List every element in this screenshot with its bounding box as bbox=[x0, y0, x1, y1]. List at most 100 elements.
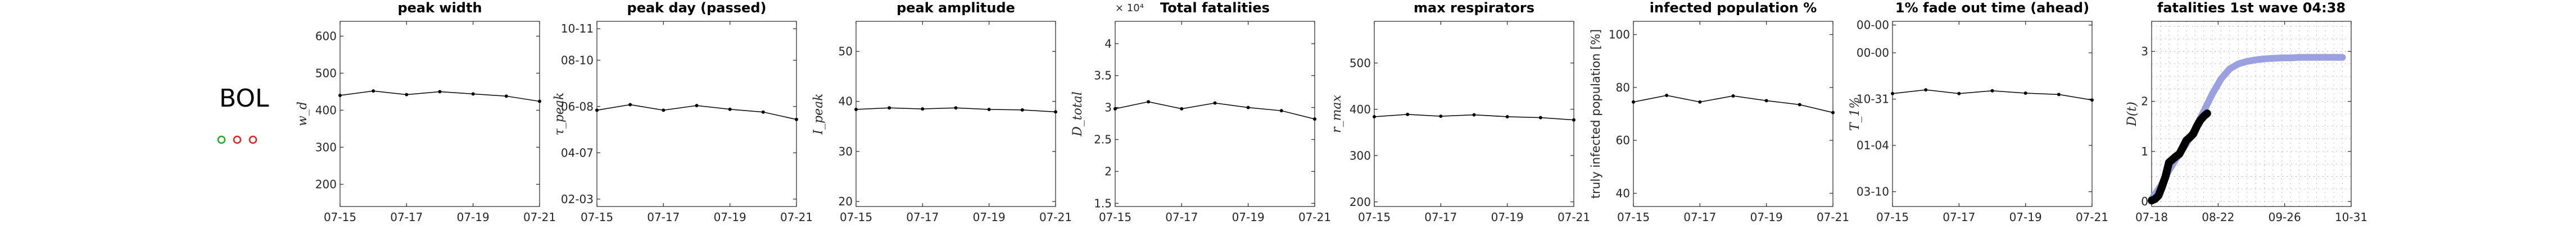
data-point bbox=[1213, 101, 1217, 105]
y-axis-label: truly infected population [%] bbox=[1589, 29, 1602, 199]
data-point bbox=[1505, 114, 1509, 118]
y-tick-label: 3 bbox=[1104, 101, 1112, 114]
chart-title: Total fatalities bbox=[1160, 0, 1270, 16]
y-tick-label: 00-00 bbox=[1857, 46, 1889, 59]
data-point bbox=[728, 107, 732, 111]
y-axis-label: I_peak bbox=[812, 93, 826, 135]
y-axis-label: T_1% bbox=[1848, 97, 1862, 131]
y-tick-label: 06-08 bbox=[561, 100, 594, 113]
y-tick-label: 04-07 bbox=[561, 146, 594, 159]
chart-panel: max respirators 200 300 400 500 07-15 07-17 07-… bbox=[1330, 0, 1590, 224]
data-point bbox=[1731, 94, 1735, 98]
chart-panel: peak width 200 300 400 500 600 07-15 07-17 07-19… bbox=[296, 0, 556, 224]
data-point bbox=[1054, 110, 1057, 114]
plot-frame bbox=[1115, 21, 1315, 207]
chart-title: peak day (passed) bbox=[627, 0, 767, 16]
data-point bbox=[1924, 88, 1928, 92]
data-point bbox=[1572, 118, 1576, 122]
data-point bbox=[1798, 103, 1801, 107]
x-tick-label: 07-19 bbox=[714, 210, 746, 224]
data-point bbox=[595, 108, 599, 112]
data-point bbox=[1313, 117, 1316, 121]
chart-panel: 1% fade out time (ahead) 03-10 01-04 10-31 0… bbox=[1848, 0, 2108, 224]
x-tick-label: 07-19 bbox=[457, 210, 490, 224]
y-axis-label: w_d bbox=[296, 102, 310, 126]
y-axis-label: τ_peak bbox=[553, 93, 567, 136]
y-tick-label: 50 bbox=[839, 45, 853, 58]
x-tick-label: 07-17 bbox=[906, 210, 939, 224]
y-axis-label: D(t) bbox=[2125, 102, 2139, 127]
plot-frame bbox=[1633, 21, 1833, 207]
x-tick-label: 07-15 bbox=[1099, 210, 1131, 224]
data-point bbox=[504, 94, 508, 98]
data-point bbox=[438, 90, 442, 94]
y-tick-label: 03-10 bbox=[1857, 185, 1889, 199]
x-tick-label: 07-21 bbox=[523, 210, 556, 224]
y-tick-label: 10-31 bbox=[1857, 93, 1889, 106]
chart-title: peak amplitude bbox=[897, 0, 1015, 16]
y-tick-label: 08-10 bbox=[561, 53, 594, 67]
chart-panel: fatalities 1st wave 04:38 0 1 2 3 07-18 08-22 0… bbox=[2125, 0, 2367, 224]
x-tick-label: 07-21 bbox=[1558, 210, 1590, 224]
y-exponent-label: × 10⁴ bbox=[1115, 2, 1144, 14]
data-point bbox=[1665, 94, 1669, 97]
y-tick-label: 01-04 bbox=[1857, 139, 1889, 152]
x-tick-label: 07-21 bbox=[1817, 210, 1849, 224]
observed-data-line bbox=[2148, 109, 2211, 205]
plot-frame bbox=[2151, 21, 2352, 207]
y-tick-label: 2 bbox=[2141, 95, 2148, 108]
status-dot bbox=[248, 135, 257, 144]
y-tick-label: 300 bbox=[315, 140, 337, 154]
data-point bbox=[921, 107, 925, 111]
x-tick-label: 10-31 bbox=[2335, 210, 2367, 224]
y-tick-label: 02-03 bbox=[561, 192, 594, 206]
series-line bbox=[1633, 95, 1833, 113]
data-point bbox=[1472, 113, 1476, 117]
y-tick-label: 80 bbox=[1616, 81, 1630, 94]
x-tick-label: 07-21 bbox=[1298, 210, 1331, 224]
x-tick-label: 07-15 bbox=[840, 210, 872, 224]
chart-title: fatalities 1st wave 04:38 bbox=[2157, 0, 2346, 16]
data-point bbox=[1246, 105, 1250, 109]
y-tick-label: 40 bbox=[1616, 186, 1630, 200]
x-tick-label: 07-17 bbox=[647, 210, 680, 224]
x-tick-label: 07-21 bbox=[780, 210, 813, 224]
y-tick-label: 400 bbox=[1350, 103, 1371, 116]
data-point bbox=[854, 107, 858, 111]
data-point bbox=[761, 110, 765, 114]
x-tick-label: 07-19 bbox=[2009, 210, 2042, 224]
data-point bbox=[1406, 112, 1410, 116]
data-point bbox=[1698, 100, 1702, 104]
y-tick-label: 30 bbox=[839, 145, 853, 158]
data-point bbox=[1147, 100, 1151, 104]
data-point bbox=[695, 104, 699, 108]
y-axis-label: r_max bbox=[1330, 94, 1344, 132]
y-tick-label: 40 bbox=[839, 95, 853, 108]
data-point bbox=[1180, 107, 1184, 111]
plot-frame bbox=[596, 21, 797, 207]
data-point bbox=[372, 89, 375, 93]
data-point bbox=[1439, 114, 1443, 118]
x-tick-label: 09-26 bbox=[2269, 210, 2301, 224]
country-status-dots bbox=[217, 135, 257, 144]
y-tick-label: 00-00 bbox=[1857, 19, 1889, 32]
data-point bbox=[888, 106, 891, 110]
plot-frame bbox=[855, 21, 1056, 207]
x-tick-label: 07-17 bbox=[1424, 210, 1457, 224]
plot-frame bbox=[1374, 21, 1574, 207]
model-fit-line bbox=[2148, 54, 2346, 203]
data-point bbox=[954, 106, 958, 110]
x-tick-label: 07-21 bbox=[1039, 210, 1072, 224]
data-point bbox=[538, 99, 541, 103]
y-tick-label: 200 bbox=[1350, 195, 1371, 209]
data-point bbox=[1764, 99, 1768, 103]
y-tick-label: 100 bbox=[1609, 28, 1630, 42]
x-tick-label: 07-15 bbox=[581, 210, 613, 224]
x-tick-label: 07-19 bbox=[973, 210, 1006, 224]
x-tick-label: 07-15 bbox=[1358, 210, 1391, 224]
data-point bbox=[628, 103, 632, 107]
y-tick-label: 4 bbox=[1104, 37, 1112, 51]
x-tick-label: 07-19 bbox=[1232, 210, 1265, 224]
